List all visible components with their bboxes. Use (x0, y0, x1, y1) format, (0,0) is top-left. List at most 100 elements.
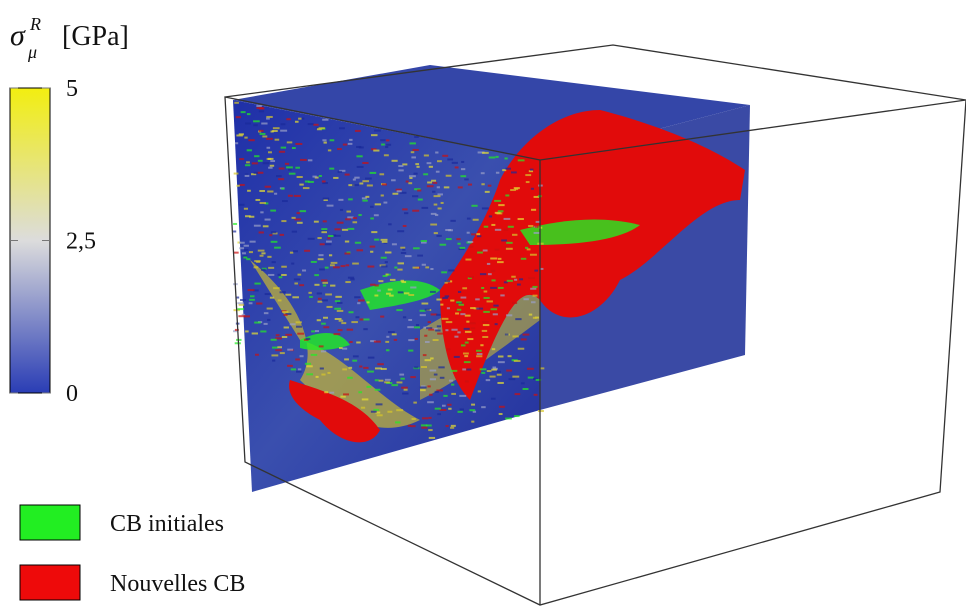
speckle (444, 280, 451, 283)
speckle (476, 355, 483, 358)
speckle (256, 104, 262, 107)
speckle (375, 411, 381, 414)
speckle (235, 296, 240, 299)
speckle (436, 234, 442, 237)
speckle (288, 168, 292, 171)
speckle (306, 365, 313, 368)
speckle (348, 366, 353, 369)
speckle (323, 198, 328, 201)
speckle (385, 146, 389, 149)
speckle (505, 245, 509, 248)
speckle (520, 257, 527, 260)
speckle (505, 417, 512, 420)
speckle (361, 197, 367, 200)
speckle (409, 176, 413, 179)
speckle (528, 224, 534, 227)
speckle (321, 228, 328, 231)
speckle (440, 303, 444, 306)
speckle (497, 286, 504, 289)
speckle (386, 335, 390, 338)
speckle (276, 175, 282, 178)
colorbar-tick-label: 2,5 (66, 229, 96, 255)
speckle (359, 182, 364, 185)
speckle (413, 172, 418, 175)
speckle (396, 190, 402, 193)
speckle (407, 424, 412, 427)
speckle (253, 120, 260, 123)
speckle (504, 333, 509, 336)
speckle (492, 366, 497, 369)
speckle (278, 167, 285, 170)
speckle (463, 327, 470, 330)
speckle (451, 383, 455, 386)
speckle (522, 387, 529, 390)
speckle (262, 162, 270, 165)
speckle (352, 359, 358, 362)
speckle (451, 161, 458, 164)
speckle (467, 183, 473, 186)
speckle (374, 238, 380, 241)
speckle (366, 301, 370, 304)
speckle (321, 322, 326, 325)
speckle (529, 253, 537, 256)
speckle (428, 328, 435, 331)
speckle (258, 110, 265, 113)
speckle (297, 273, 302, 276)
speckle (384, 261, 388, 264)
speckle (487, 184, 492, 187)
sample-block (233, 65, 750, 492)
speckle (267, 318, 271, 321)
speckle (356, 341, 361, 344)
speckle (444, 295, 450, 298)
speckle (482, 249, 488, 252)
speckle (388, 331, 395, 334)
speckle (306, 373, 313, 376)
speckle (243, 248, 249, 251)
speckle (249, 240, 256, 243)
speckle (533, 393, 538, 396)
speckle (248, 302, 253, 305)
speckle (246, 258, 251, 261)
speckle (320, 350, 327, 353)
speckle (272, 346, 278, 349)
speckle (325, 293, 332, 296)
speckle (334, 307, 341, 310)
speckle (468, 276, 474, 279)
speckle (525, 169, 529, 172)
speckle (322, 139, 327, 142)
speckle (233, 330, 238, 333)
speckle (437, 193, 443, 196)
speckle (281, 220, 287, 223)
speckle (313, 220, 319, 223)
speckle (349, 138, 353, 141)
speckle (402, 316, 407, 319)
speckle (411, 156, 416, 159)
speckle (318, 345, 324, 348)
speckle (443, 186, 450, 189)
speckle (237, 308, 245, 311)
speckle (352, 221, 358, 224)
speckle (366, 385, 372, 388)
speckle (534, 269, 539, 272)
speckle (268, 157, 274, 160)
speckle (259, 202, 266, 205)
speckle (440, 201, 444, 204)
speckle (358, 214, 362, 217)
speckle (269, 164, 275, 167)
speckle (535, 220, 541, 223)
speckle (313, 123, 319, 126)
speckle (259, 190, 265, 193)
speckle (336, 309, 344, 312)
speckle (321, 279, 328, 282)
speckle (475, 298, 480, 301)
speckle (534, 225, 539, 228)
speckle (479, 273, 487, 276)
speckle (460, 168, 466, 171)
speckle (490, 397, 496, 400)
speckle (281, 200, 288, 203)
speckle (263, 322, 268, 325)
speckle (450, 219, 456, 222)
speckle (387, 288, 393, 291)
speckle (322, 281, 329, 284)
speckle (450, 426, 455, 429)
